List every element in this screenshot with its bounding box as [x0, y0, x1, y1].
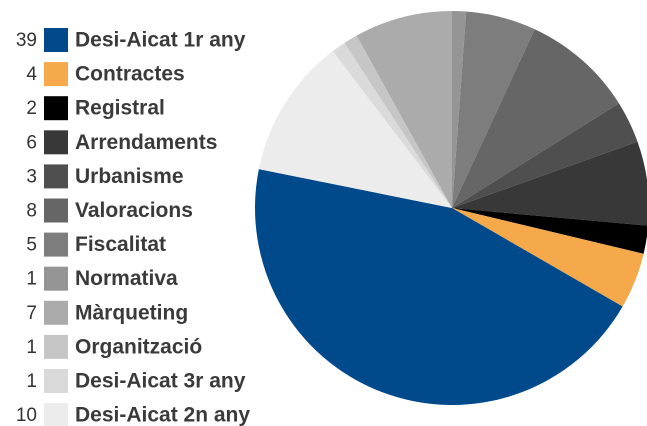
legend-swatch: [44, 266, 68, 291]
pie-slice: [452, 208, 647, 254]
pie-slice: [452, 11, 535, 208]
pie-slice: [452, 29, 619, 208]
legend-count: 3: [26, 166, 37, 187]
legend-label: Organització: [75, 335, 202, 358]
legend-swatch: [44, 130, 68, 155]
legend-swatch: [44, 28, 68, 52]
legend-swatch: [44, 334, 68, 359]
legend-swatch: [44, 198, 68, 223]
legend-count: 6: [26, 132, 37, 153]
pie-slice: [344, 35, 452, 208]
legend-count: 1: [26, 337, 37, 358]
legend-swatch: [44, 300, 68, 325]
pie-slice: [452, 103, 638, 208]
pie-slice: [255, 169, 623, 405]
legend-count: 1: [26, 269, 37, 290]
pie-slice: [452, 141, 647, 226]
pie-slice: [332, 42, 452, 208]
legend-label: Arrendaments: [75, 131, 217, 154]
legend-label: Contractes: [75, 63, 185, 86]
legend-count: 10: [16, 405, 37, 426]
legend-label: Normativa: [75, 267, 178, 290]
legend-count: 7: [26, 303, 37, 324]
legend-swatch: [44, 62, 68, 87]
legend-label: Valoracions: [75, 199, 193, 222]
legend-label: Màrqueting: [75, 301, 188, 324]
legend-count: 5: [26, 235, 37, 256]
legend-swatch: [44, 164, 68, 189]
pie-slice: [356, 11, 452, 208]
legend-count: 4: [26, 64, 37, 85]
legend-swatch: [44, 232, 68, 257]
legend-label: Desi-Aicat 1r any: [75, 29, 246, 52]
legend-label: Desi-Aicat 2n any: [75, 404, 250, 426]
legend-count: 1: [26, 371, 37, 392]
legend-swatch: [44, 369, 68, 393]
legend-label: Registral: [75, 97, 165, 120]
legend-label: Urbanisme: [75, 165, 184, 188]
pie-slice: [452, 208, 644, 307]
legend-label: Fiscalitat: [75, 233, 166, 256]
legend-swatch: [44, 96, 68, 121]
legend-swatch: [44, 403, 68, 426]
legend-count: 2: [26, 98, 37, 119]
pie-slice: [452, 11, 467, 208]
legend-count: 39: [16, 30, 37, 51]
legend-count: 8: [26, 201, 37, 222]
pie-slice: [258, 51, 452, 209]
legend-label: Desi-Aicat 3r any: [75, 370, 246, 393]
